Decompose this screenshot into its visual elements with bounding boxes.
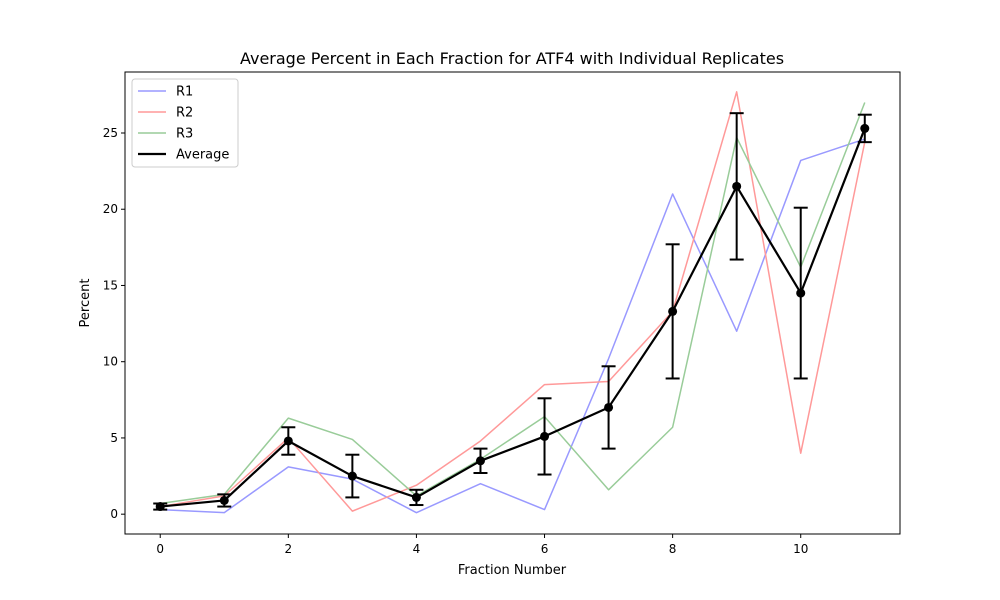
- legend: R1 R2 R3 Average: [131, 78, 239, 168]
- average-point: [540, 431, 550, 441]
- average-point: [219, 495, 229, 505]
- series-line-average: [160, 128, 866, 508]
- average-point: [732, 181, 742, 191]
- plot-frame: [124, 71, 901, 535]
- x-axis-label: Fraction Number: [458, 563, 567, 578]
- legend-label-average: Average: [176, 148, 229, 163]
- chart-title: Average Percent in Each Fraction for ATF…: [240, 49, 784, 68]
- x-tick-label: 6: [541, 542, 549, 556]
- average-point: [347, 471, 357, 481]
- average-point: [475, 456, 485, 466]
- average-point: [283, 436, 293, 446]
- y-axis: 0 5 10 15 20 25: [103, 126, 125, 521]
- series-line-r1: [160, 138, 866, 514]
- y-tick-label: 0: [110, 507, 118, 521]
- x-tick-label: 10: [793, 542, 808, 556]
- y-tick-label: 5: [110, 431, 118, 445]
- series-line-r3: [160, 102, 866, 505]
- series-line-r2: [160, 91, 866, 512]
- series-layer: [153, 91, 872, 514]
- average-point: [604, 402, 614, 412]
- y-tick-label: 10: [103, 355, 118, 369]
- average-point: [668, 306, 678, 316]
- x-axis: 0 2 4 6 8 10: [156, 534, 808, 556]
- y-tick-label: 15: [103, 278, 118, 292]
- average-point: [155, 502, 165, 512]
- x-tick-label: 0: [156, 542, 164, 556]
- average-point: [796, 288, 806, 298]
- average-point: [411, 492, 421, 502]
- legend-label-r1: R1: [176, 85, 193, 100]
- y-tick-label: 25: [103, 126, 118, 140]
- legend-label-r2: R2: [176, 106, 193, 121]
- y-tick-label: 20: [103, 202, 118, 216]
- x-tick-label: 2: [285, 542, 293, 556]
- legend-box: [131, 78, 239, 168]
- x-tick-label: 4: [413, 542, 421, 556]
- average-point: [860, 123, 870, 133]
- legend-label-r3: R3: [176, 127, 193, 142]
- y-axis-label: Percent: [78, 279, 93, 328]
- x-tick-label: 8: [669, 542, 677, 556]
- plot-area: [124, 71, 901, 535]
